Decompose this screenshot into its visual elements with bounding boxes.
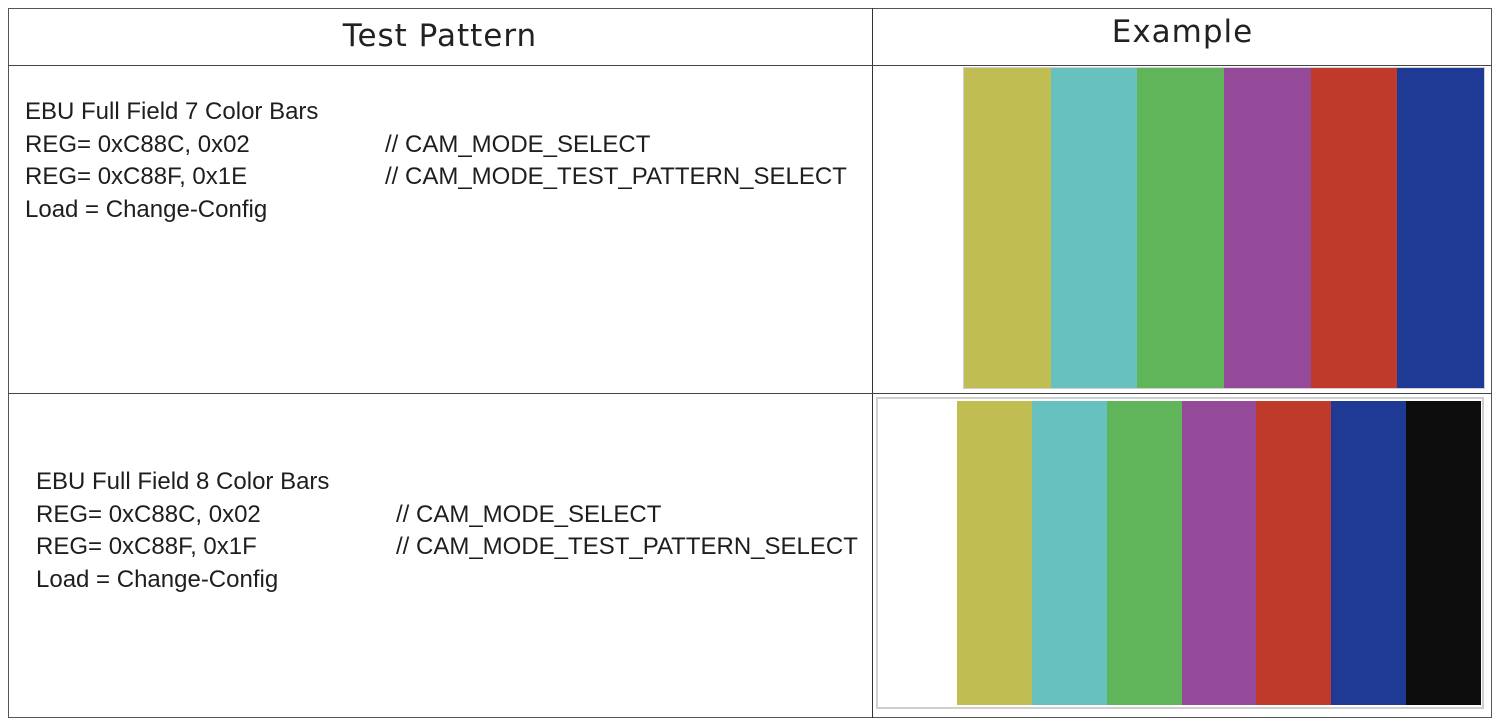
color-bar-7: [1406, 401, 1482, 705]
register-comment: // CAM_MODE_SELECT: [385, 130, 651, 158]
example-image-row-2: [876, 397, 1484, 709]
color-bar-5: [1256, 401, 1332, 705]
pattern-title-text: EBU Full Field 7 Color Bars: [25, 98, 319, 125]
color-bar-6: [1397, 68, 1485, 388]
color-bar-1: [957, 401, 1032, 705]
color-bar-2: [1031, 401, 1107, 705]
register-comment: // CAM_MODE_TEST_PATTERN_SELECT: [385, 163, 847, 190]
pattern-title-text: EBU Full Field 8 Color Bars: [36, 468, 330, 495]
color-bar-3: [1137, 68, 1225, 388]
color-bar-4: [1181, 401, 1257, 705]
register-comment: // CAM_MODE_TEST_PATTERN_SELECT: [396, 533, 858, 560]
register-value: REG= 0xC88F, 0x1E: [25, 163, 248, 190]
color-bar-3: [1106, 401, 1182, 705]
register-value: REG= 0xC88C, 0x02: [25, 130, 250, 158]
header-example: Example: [1111, 14, 1254, 50]
color-bar-5: [1310, 68, 1398, 388]
color-bar-4: [1224, 68, 1311, 388]
register-comment: // CAM_MODE_SELECT: [396, 500, 662, 528]
header-divider: [8, 65, 1492, 66]
color-bar-2: [1050, 68, 1138, 388]
row-divider: [8, 393, 1492, 394]
color-bar-1: [964, 68, 1051, 388]
load-value: Load = Change-Config: [36, 565, 279, 593]
register-value: REG= 0xC88F, 0x1F: [36, 533, 257, 560]
example-image-row-1: [873, 67, 1485, 389]
column-divider: [872, 8, 873, 718]
table-frame: [8, 8, 1492, 718]
color-bar-6: [1331, 401, 1407, 705]
header-test-pattern: Test Pattern: [342, 18, 538, 54]
color-bars-8: [957, 401, 1482, 705]
register-value: REG= 0xC88C, 0x02: [36, 500, 261, 528]
load-value: Load = Change-Config: [25, 195, 268, 223]
color-bars-7: [963, 67, 1485, 389]
